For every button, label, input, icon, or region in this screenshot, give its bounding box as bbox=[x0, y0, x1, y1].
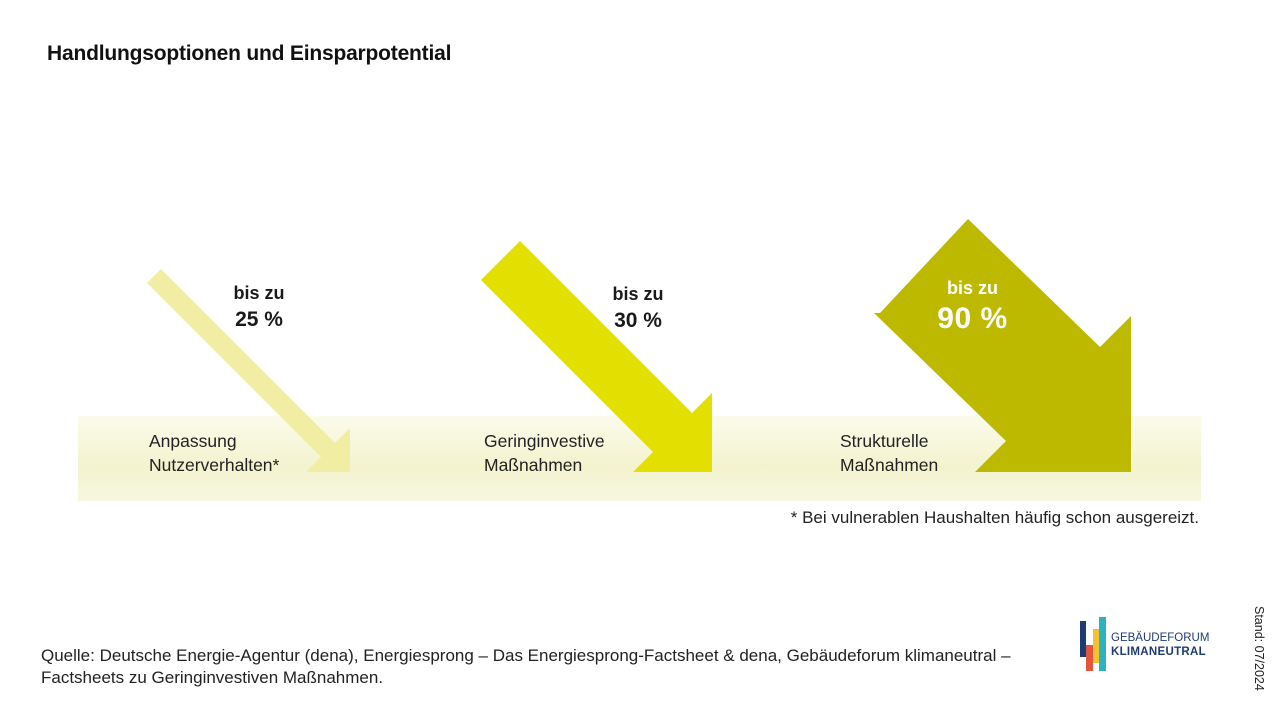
label-nutzerverhalten: Anpassung Nutzerverhalten* bbox=[149, 431, 280, 475]
percent-prefix: bis zu bbox=[233, 283, 285, 303]
percent-value: 90 % bbox=[937, 302, 1008, 335]
percent-value: 25 % bbox=[235, 308, 283, 331]
arrow-geringinvestive bbox=[481, 241, 712, 472]
stand-date: Stand: 07/2024 bbox=[1252, 606, 1266, 691]
percent-geringinvestive: bis zu 30 % bbox=[594, 281, 682, 335]
percent-strukturelle: bis zu 90 % bbox=[925, 277, 1020, 339]
source-note: Quelle: Deutsche Energie-Agentur (dena),… bbox=[41, 646, 1011, 687]
logo-wordmark: GEBÄUDEFORUM KLIMANEUTRAL bbox=[1111, 632, 1210, 658]
arrow-strukturelle bbox=[874, 219, 1131, 472]
gebaeudeforum-logo: GEBÄUDEFORUM KLIMANEUTRAL bbox=[1080, 617, 1230, 673]
percent-prefix: bis zu bbox=[612, 284, 664, 304]
logo-bars-icon bbox=[1080, 617, 1110, 671]
percent-value: 30 % bbox=[614, 309, 662, 332]
footnote: * Bei vulnerablen Haushalten häufig scho… bbox=[790, 508, 1199, 527]
percent-prefix: bis zu bbox=[946, 278, 998, 298]
page-title: Handlungsoptionen und Einsparpotential bbox=[47, 42, 452, 65]
percent-nutzerverhalten: bis zu 25 % bbox=[215, 280, 303, 334]
label-strukturelle: Strukturelle Maßnahmen bbox=[840, 431, 939, 475]
arrow-nutzerverhalten bbox=[147, 269, 350, 472]
label-geringinvestive: Geringinvestive Maßnahmen bbox=[484, 431, 605, 475]
